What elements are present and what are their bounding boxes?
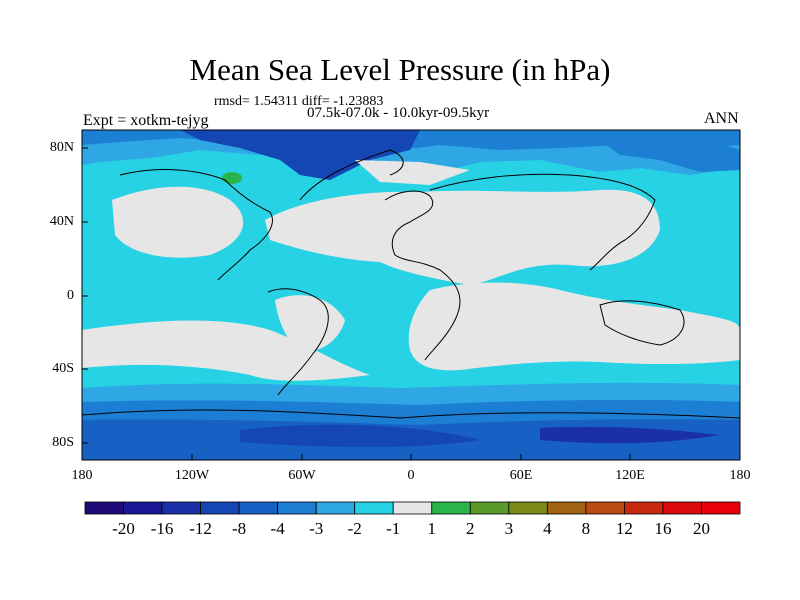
- colorbar-swatch: [585, 501, 625, 515]
- positive-anomaly: [222, 172, 242, 184]
- colorbar-swatch: [84, 501, 124, 515]
- neutral-zone-sa: [275, 295, 345, 351]
- lon-tick-label: 0: [407, 468, 415, 483]
- lon-tick-label: 180: [71, 468, 93, 483]
- antarctic-low: [240, 424, 480, 447]
- colorbar-swatch: [508, 501, 548, 515]
- colorbar-swatch: [123, 501, 163, 515]
- colorbar-level-label: -20: [112, 519, 135, 538]
- colorbar-level-label: 8: [581, 519, 591, 538]
- colorbar-swatch: [161, 501, 201, 515]
- colorbar: [84, 501, 741, 515]
- lat-tick-label: 0: [67, 288, 74, 303]
- colorbar-swatch: [624, 501, 664, 515]
- colorbar-swatch: [200, 501, 240, 515]
- colorbar-swatch: [238, 501, 279, 515]
- lon-tick-label: 120W: [174, 468, 210, 483]
- colorbar-level-label: 1: [427, 519, 437, 538]
- colorbar-swatch: [315, 501, 356, 515]
- colorbar-level-label: 2: [466, 519, 475, 538]
- lon-tick-label: 180: [729, 468, 751, 483]
- colorbar-level-label: -12: [189, 519, 212, 538]
- axis-ticks: [81, 147, 741, 460]
- experiment-label: Expt = xotkm-tejyg: [83, 112, 209, 129]
- colorbar-swatch: [662, 501, 702, 515]
- colorbar-swatch: [354, 501, 394, 515]
- coastlines: [82, 149, 740, 419]
- colorbar-level-label: 4: [543, 519, 552, 538]
- colorbar-level-label: 16: [654, 519, 672, 538]
- colorbar-swatch: [392, 501, 433, 515]
- colorbar-level-label: 20: [692, 519, 710, 538]
- colorbar-swatch: [469, 501, 510, 515]
- colorbar-level-label: 3: [504, 519, 514, 538]
- colorbar-level-label: 12: [615, 519, 633, 538]
- colorbar-level-label: -1: [386, 519, 401, 538]
- greenland-low: [180, 130, 420, 180]
- map-field: [82, 130, 740, 460]
- colorbar-level-label: -16: [150, 519, 174, 538]
- season-label: ANN: [704, 110, 739, 127]
- colorbar-swatch: [701, 501, 741, 515]
- lat-tick-label: 80S: [52, 435, 74, 450]
- lat-tick-label: 80N: [49, 140, 74, 155]
- colorbar-level-label: -8: [232, 519, 247, 538]
- siberia-low: [600, 138, 740, 172]
- lat-tick-label: 40N: [49, 214, 74, 229]
- neutral-zone-eurasia: [265, 189, 660, 285]
- colorbar-level-label: -2: [347, 519, 362, 538]
- lon-tick-label: 60W: [288, 468, 316, 483]
- colorbar-swatch: [277, 501, 317, 515]
- colorbar-swatch: [431, 501, 471, 515]
- neutral-zone-north: [355, 160, 470, 185]
- lon-tick-label: 60E: [509, 468, 533, 483]
- lon-tick-label: 120E: [615, 468, 645, 483]
- antarctic-low-2: [540, 426, 720, 444]
- neutral-zone-na-pacific: [112, 186, 244, 258]
- neutral-zone-indian: [408, 282, 740, 371]
- lat-tick-label: 40S: [52, 361, 74, 376]
- colorbar-swatch: [546, 501, 587, 515]
- colorbar-level-label: -4: [270, 519, 285, 538]
- period-label: 07.5k-07.0k - 10.0kyr-09.5kyr: [307, 105, 490, 121]
- map-title: Mean Sea Level Pressure (in hPa): [189, 52, 611, 87]
- stats-label: rmsd= 1.54311 diff= -1.23883: [214, 94, 384, 109]
- colorbar-level-label: -3: [309, 519, 324, 538]
- neutral-zone-south-pacific: [82, 320, 370, 381]
